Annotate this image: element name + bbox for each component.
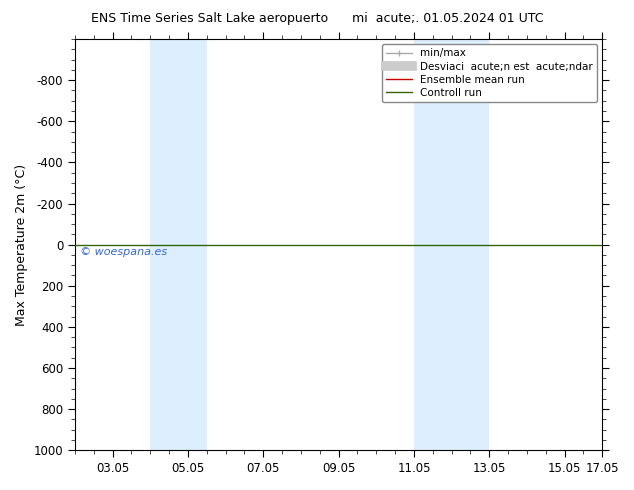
- Bar: [414, 39, 489, 450]
- Y-axis label: Max Temperature 2m (°C): Max Temperature 2m (°C): [15, 164, 28, 326]
- Legend: min/max, Desviaci  acute;n est  acute;ndar, Ensemble mean run, Controll run: min/max, Desviaci acute;n est acute;ndar…: [382, 44, 597, 102]
- Bar: [150, 39, 207, 450]
- Text: © woespana.es: © woespana.es: [81, 246, 167, 257]
- Text: ENS Time Series Salt Lake aeropuerto      mi  acute;. 01.05.2024 01 UTC: ENS Time Series Salt Lake aeropuerto mi …: [91, 12, 543, 25]
